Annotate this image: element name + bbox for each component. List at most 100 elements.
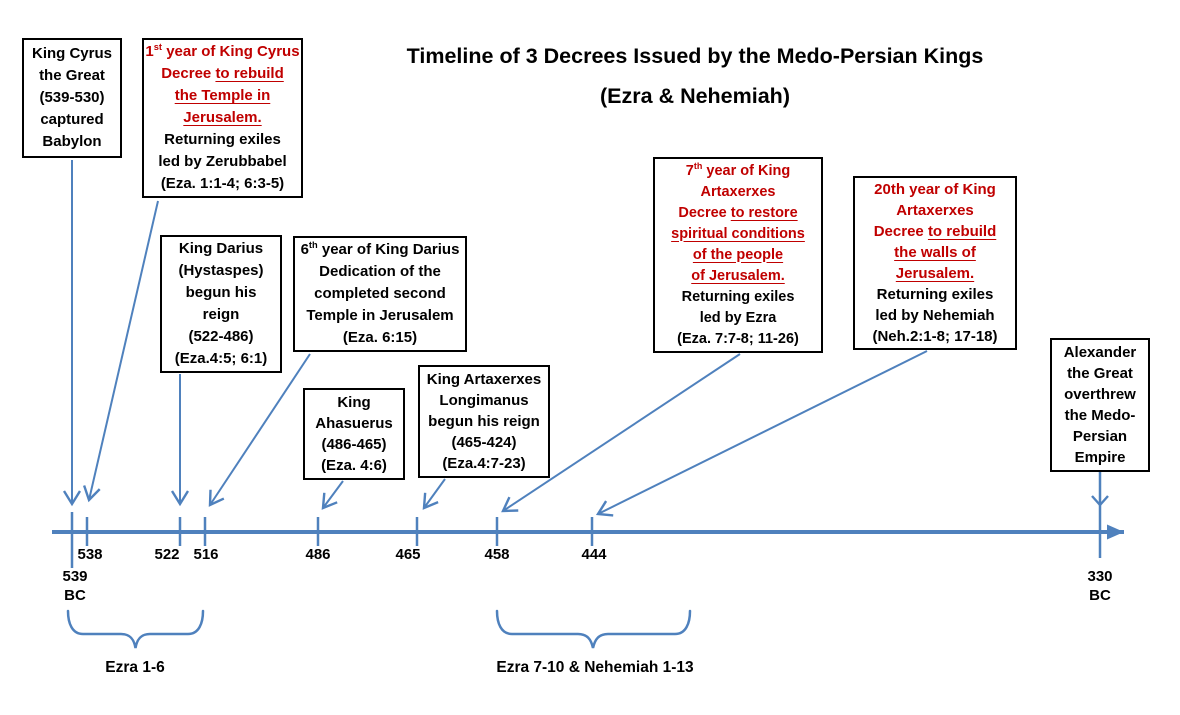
decree1-note-line: (Eza. 1:1-4; 6:3-5) <box>160 175 285 192</box>
box-king-darius: King Darius (Hystaspes) begun his reign … <box>160 235 282 373</box>
box-text-line: (Eza.4:5; 6:1) <box>174 350 268 367</box>
box-text-line: Ahasuerus <box>315 415 393 432</box>
decree1-note-line: led by Zerubbabel <box>158 153 287 170</box>
era-bc: BC <box>1089 587 1111 604</box>
box-text-line: Longimanus <box>439 392 529 409</box>
box-text-line: overthrew <box>1064 386 1136 403</box>
box-text-line: the Great <box>39 67 105 84</box>
decree3-underlined-line: the walls of <box>894 244 976 261</box>
box-text-line: (Hystaspes) <box>178 262 264 279</box>
year-label-444: 444 <box>581 546 607 563</box>
box-text-line: Empire <box>1074 449 1126 466</box>
dedication-heading: 6th year of King Darius <box>301 239 460 261</box>
box-text-line: King Artaxerxes <box>426 371 542 388</box>
decree2-note-line: (Eza. 7:7-8; 11-26) <box>677 330 799 347</box>
box-text-line: (465-424) <box>451 434 517 451</box>
heading-number: 7 <box>685 162 694 179</box>
decree3-note-line: Returning exiles <box>876 286 994 303</box>
heading-ordinal-sup: th <box>693 160 703 171</box>
heading-rest: year of King Cyrus <box>162 43 300 60</box>
decree-word: Decree <box>161 65 216 82</box>
decree2-underlined-line: of Jerusalem. <box>691 267 785 284</box>
year-label-458: 458 <box>484 546 510 563</box>
box-text-line: (522-486) <box>188 328 254 345</box>
box-text-line: captured <box>40 111 104 128</box>
box-text-line: (Eza. 6:15) <box>342 329 418 346</box>
box-decree-1-cyrus: 1st year of King Cyrus Decree to rebuild… <box>142 38 303 198</box>
decree3-decree-line: Decree to rebuild <box>874 221 997 242</box>
year-label-465: 465 <box>395 546 421 563</box>
heading-number: 1 <box>145 43 154 60</box>
title-line-1: Timeline of 3 Decrees Issued by the Medo… <box>406 44 984 68</box>
decree3-heading-2: Artaxerxes <box>896 202 974 219</box>
decree1-underlined-line: Jerusalem. <box>183 109 262 126</box>
brace-ezra-7-10 <box>495 609 692 649</box>
arrowhead-alexander <box>1091 495 1109 507</box>
decree2-heading-2: Artaxerxes <box>700 183 776 200</box>
arrow-decree3-444 <box>595 350 928 517</box>
arrow-decree2-458 <box>501 353 741 513</box>
box-text-line: the Medo- <box>1064 407 1136 424</box>
box-text-line: (Eza.4:7-23) <box>442 455 526 472</box>
year-label-522: 522 <box>154 546 180 563</box>
heading-rest: year of King <box>702 162 791 179</box>
decree2-underlined-line: spiritual conditions <box>671 225 805 242</box>
year-label-516: 516 <box>193 546 219 563</box>
arrow-longimanus-465 <box>422 478 446 510</box>
box-text-line: King Darius <box>178 240 264 257</box>
year-label-330-bc: 330 BC <box>1087 567 1112 605</box>
box-king-cyrus: King Cyrus the Great (539-530) captured … <box>22 38 122 158</box>
box-text-line: Alexander <box>1063 344 1137 361</box>
year-539: 539 <box>62 568 88 585</box>
box-text-line: (539-530) <box>39 89 105 106</box>
decree-underlined: to rebuild <box>215 65 284 82</box>
decree-word: Decree <box>678 204 731 221</box>
box-text-line: begun his <box>185 284 257 301</box>
box-text-line: reign <box>202 306 240 323</box>
decree3-underlined-line: Jerusalem. <box>895 265 975 282</box>
diagram-title: Timeline of 3 Decrees Issued by the Medo… <box>332 36 1058 116</box>
year-label-486: 486 <box>305 546 331 563</box>
decree3-heading: 20th year of King <box>874 181 996 198</box>
era-bc: BC <box>64 587 86 604</box>
box-text-line: King Cyrus <box>31 45 112 62</box>
year-label-538: 538 <box>77 546 103 563</box>
decree2-underlined-line: of the people <box>692 246 784 263</box>
decree-word: Decree <box>873 223 928 240</box>
decree-underlined: to rebuild <box>927 223 997 240</box>
decree1-decree-line: Decree to rebuild <box>161 63 284 85</box>
box-text-line: Babylon <box>42 133 102 150</box>
box-decree-2-ezra: 7th year of King Artaxerxes Decree to re… <box>653 157 823 353</box>
arrow-ahasuerus-486 <box>321 480 344 510</box>
box-text-line: King <box>337 394 371 411</box>
box-text-line: (Eza. 4:6) <box>321 457 387 474</box>
heading-rest: year of King Darius <box>317 241 460 258</box>
decree1-note-line: Returning exiles <box>164 131 281 148</box>
box-king-ahasuerus: King Ahasuerus (486-465) (Eza. 4:6) <box>303 388 405 480</box>
decree2-heading: 7th year of King <box>686 161 790 182</box>
box-text-line: Temple in Jerusalem <box>306 307 454 324</box>
box-text-line: Dedication of the <box>319 263 441 280</box>
box-artaxerxes-longimanus: King Artaxerxes Longimanus begun his rei… <box>418 365 550 478</box>
decree2-note-line: led by Ezra <box>699 309 777 326</box>
box-alexander: Alexander the Great overthrew the Medo- … <box>1050 338 1150 472</box>
arrow-dedication-516 <box>208 353 311 507</box>
heading-ordinal-sup: th <box>308 240 318 250</box>
decree2-decree-line: Decree to restore <box>678 203 797 224</box>
heading-number: 6 <box>300 241 309 258</box>
box-text-line: the Great <box>1067 365 1133 382</box>
brace-label-ezra-7-10-nehemiah: Ezra 7-10 & Nehemiah 1-13 <box>496 659 694 676</box>
decree3-note-line: (Neh.2:1-8; 17-18) <box>872 328 998 345</box>
brace-ezra-1-6 <box>66 609 205 649</box>
year-label-539-bc: 539 BC <box>62 567 87 605</box>
box-text-line: begun his reign <box>428 413 540 430</box>
brace-label-ezra-1-6: Ezra 1-6 <box>105 659 165 676</box>
year-330: 330 <box>1087 568 1113 585</box>
box-text-line: (486-465) <box>321 436 387 453</box>
heading-ordinal-sup: st <box>153 42 163 52</box>
box-text-line: completed second <box>314 285 446 302</box>
decree-underlined: to restore <box>730 204 798 221</box>
box-temple-dedication: 6th year of King Darius Dedication of th… <box>293 236 467 352</box>
